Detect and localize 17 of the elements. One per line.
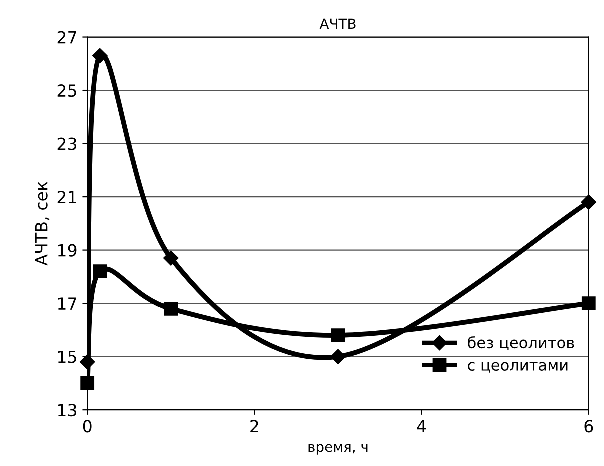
chart-title: АЧТВ [320,18,356,29]
x-tick-label: 2 [250,420,258,432]
y-tick-label: 23 [58,138,77,150]
y-tick-label: 13 [58,404,77,417]
legend-label: с цеолитами [468,362,568,373]
y-axis-title: АЧТВ, сек [35,182,50,266]
legend-label: без цеолитов [468,336,574,350]
x-axis-title: время, ч [308,444,368,455]
x-tick-label: 4 [417,420,426,432]
x-tick-label: 6 [584,420,594,433]
y-tick-label: 15 [58,351,76,364]
x-tick-label: 0 [83,420,92,433]
y-tick-label: 25 [58,84,76,98]
y-tick-label: 21 [58,191,76,204]
y-tick-label: 27 [58,31,76,44]
y-tick-label: 19 [58,244,77,257]
y-tick-label: 17 [58,298,76,310]
